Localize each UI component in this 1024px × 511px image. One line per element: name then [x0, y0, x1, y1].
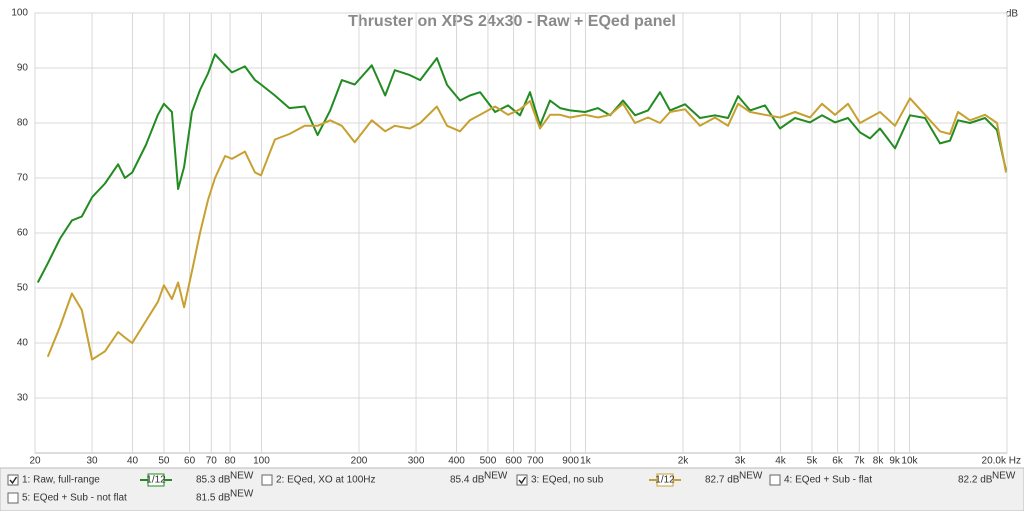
new-tag: NEW — [484, 471, 508, 482]
legend-checkbox[interactable] — [516, 474, 528, 486]
series-line — [36, 53, 1007, 283]
legend-level: 82.2 dB — [958, 475, 993, 486]
x-tick-label: 8k — [873, 456, 885, 467]
legend-level: 82.7 dB — [705, 475, 740, 486]
y-tick-label: 30 — [17, 393, 29, 404]
y-axis-label: dB — [1006, 9, 1019, 20]
legend-checkbox[interactable] — [7, 492, 19, 504]
y-tick-label: 40 — [17, 338, 29, 349]
x-tick-label: 1k — [580, 456, 592, 467]
x-tick-label: 70 — [206, 456, 218, 467]
legend-checkbox[interactable] — [261, 474, 273, 486]
x-tick-label: 5k — [807, 456, 819, 467]
x-tick-label: 7k — [854, 456, 866, 467]
y-tick-label: 60 — [17, 228, 29, 239]
legend-level: 85.3 dB — [196, 475, 231, 486]
x-tick-label: 200 — [351, 456, 368, 467]
smoothing-label: 1/12 — [655, 475, 675, 486]
x-tick-label: 9k — [889, 456, 901, 467]
x-tick-label: 20 — [29, 456, 41, 467]
y-tick-label: 100 — [11, 8, 28, 19]
x-tick-label: 600 — [505, 456, 522, 467]
new-tag: NEW — [230, 489, 254, 500]
legend-label: 2: EQed, XO at 100Hz — [276, 475, 376, 486]
series-line — [46, 97, 1007, 361]
x-tick-label: 30 — [86, 456, 98, 467]
legend-label: 5: EQed + Sub - not flat — [22, 493, 127, 504]
legend-label: 3: EQed, no sub — [531, 475, 604, 486]
legend-checkbox[interactable] — [7, 474, 19, 486]
legend-checkbox[interactable] — [769, 474, 781, 486]
smoothing-box[interactable] — [147, 473, 165, 487]
x-tick-label: 20.0k Hz — [982, 456, 1021, 467]
x-tick-label: 400 — [448, 456, 465, 467]
x-tick-label: 3k — [735, 456, 747, 467]
x-tick-label: 500 — [480, 456, 497, 467]
legend-level: 81.5 dB — [196, 493, 231, 504]
legend-level: 85.4 dB — [450, 475, 485, 486]
y-tick-label: 70 — [17, 173, 29, 184]
new-tag: NEW — [992, 471, 1016, 482]
x-tick-label: 6k — [832, 456, 844, 467]
legend-check — [518, 476, 527, 485]
x-tick-label: 60 — [184, 456, 196, 467]
y-tick-label: 90 — [17, 63, 29, 74]
legend-label: 1: Raw, full-range — [22, 475, 100, 486]
x-tick-label: 10k — [901, 456, 918, 467]
plot-background — [0, 0, 1024, 468]
legend-label: 4: EQed + Sub - flat — [784, 475, 872, 486]
x-tick-label: 300 — [408, 456, 425, 467]
y-tick-label: 50 — [17, 283, 29, 294]
new-tag: NEW — [739, 471, 763, 482]
chart-title: Thruster on XPS 24x30 - Raw + EQed panel — [348, 13, 676, 30]
new-tag: NEW — [230, 471, 254, 482]
x-tick-label: 900 — [562, 456, 579, 467]
smoothing-label: 1/12 — [146, 475, 166, 486]
x-tick-label: 4k — [775, 456, 787, 467]
x-tick-label: 2k — [678, 456, 690, 467]
x-tick-label: 100 — [253, 456, 270, 467]
x-tick-label: 700 — [527, 456, 544, 467]
legend-check — [9, 476, 18, 485]
x-tick-label: 40 — [127, 456, 139, 467]
x-tick-label: 80 — [225, 456, 237, 467]
legend-panel — [0, 467, 1024, 511]
y-tick-label: 80 — [17, 118, 29, 129]
x-tick-label: 50 — [158, 456, 170, 467]
smoothing-box[interactable] — [656, 473, 674, 487]
